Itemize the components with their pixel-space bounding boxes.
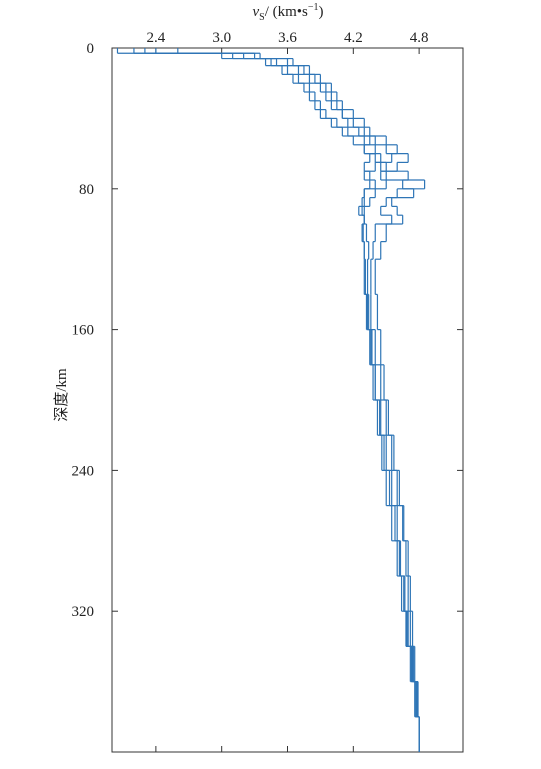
y-tick-label: 160	[72, 323, 95, 339]
x-label-symbol: v	[252, 4, 259, 20]
x-tick-label: 2.4	[147, 30, 166, 46]
y-axis-label: 深度/km	[53, 368, 70, 422]
x-tick-label: 4.8	[410, 30, 429, 46]
x-tick-label: 3.6	[278, 30, 297, 46]
x-tick-label: 4.2	[344, 30, 363, 46]
x-label-superscript: −1	[308, 2, 319, 13]
x-tick-label: 3.0	[212, 30, 231, 46]
x-label-subscript: S	[259, 12, 265, 23]
x-label-unit: / (km•s	[265, 4, 308, 20]
y-tick-label: 80	[79, 182, 94, 198]
x-label-close: )	[319, 4, 324, 20]
x-axis-label: vS/ (km•s−1)	[252, 2, 323, 23]
y-tick-label: 240	[72, 463, 95, 479]
y-tick-label: 0	[87, 41, 95, 57]
y-tick-label: 320	[72, 604, 95, 620]
